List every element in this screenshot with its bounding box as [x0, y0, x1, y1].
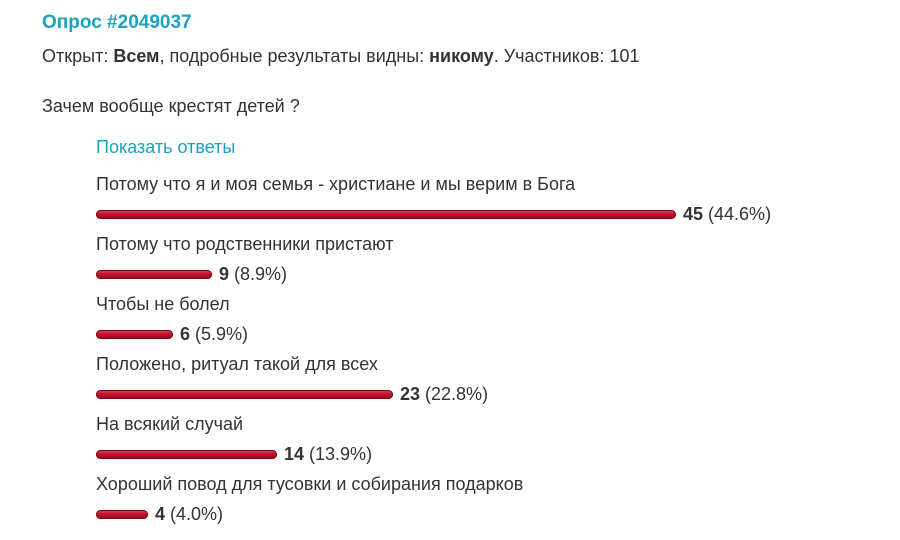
answer-label: Чтобы не болел — [96, 294, 230, 314]
answer-percent: (44.6%) — [708, 203, 772, 224]
answer-bar — [96, 329, 173, 339]
answer-result-row: 23 (22.8%) — [96, 382, 488, 406]
answer-count: 4 — [155, 503, 166, 524]
answer-item: На всякий случай 14 (13.9%) — [96, 412, 876, 472]
answer-count: 23 — [400, 383, 421, 404]
answer-label: Положено, ритуал такой для всех — [96, 354, 378, 374]
answer-count: 6 — [180, 323, 191, 344]
answer-bar — [96, 449, 277, 459]
results-label: , подробные результаты видны: — [159, 46, 425, 66]
poll-title[interactable]: Опрос #2049037 — [42, 12, 192, 33]
answer-item: Положено, ритуал такой для всех 23 (22.8… — [96, 352, 876, 412]
answer-percent: (22.8%) — [425, 383, 489, 404]
answer-percent: (13.9%) — [309, 443, 373, 464]
participants-label: . Участников: — [493, 46, 605, 66]
answer-percent: (5.9%) — [195, 323, 249, 344]
answer-result-row: 6 (5.9%) — [96, 322, 248, 346]
answer-result-row: 14 (13.9%) — [96, 442, 372, 466]
answers-list: Потому что я и моя семья - христиане и м… — [96, 172, 876, 532]
answer-item: Потому что родственники пристают 9 (8.9%… — [96, 232, 876, 292]
answer-item: Потому что я и моя семья - христиане и м… — [96, 172, 876, 232]
answer-label: На всякий случай — [96, 414, 244, 434]
answer-result-row: 4 (4.0%) — [96, 502, 223, 526]
open-value: Всем — [113, 46, 160, 66]
answer-bar — [96, 269, 212, 279]
poll-question: Зачем вообще крестят детей ? — [42, 96, 300, 116]
results-value: никому — [429, 46, 494, 66]
answer-item: Хороший повод для тусовки и собирания по… — [96, 472, 876, 532]
participants-count: 101 — [609, 46, 640, 66]
answer-count: 14 — [284, 443, 305, 464]
answer-percent: (4.0%) — [170, 503, 224, 524]
answer-item: Чтобы не болел 6 (5.9%) — [96, 292, 876, 352]
answer-label: Хороший повод для тусовки и собирания по… — [96, 474, 524, 494]
poll-meta: Открыт: Всем, подробные результаты видны… — [42, 43, 640, 69]
answer-label: Потому что родственники пристают — [96, 234, 394, 254]
answer-result-row: 45 (44.6%) — [96, 202, 771, 226]
answer-count: 45 — [683, 203, 704, 224]
open-label: Открыт: — [42, 46, 109, 66]
answer-percent: (8.9%) — [234, 263, 288, 284]
answer-result-row: 9 (8.9%) — [96, 262, 287, 286]
answer-label: Потому что я и моя семья - христиане и м… — [96, 174, 576, 194]
answer-bar — [96, 509, 148, 519]
answer-count: 9 — [219, 263, 230, 284]
show-answers-link[interactable]: Показать ответы — [96, 137, 236, 157]
answer-bar — [96, 209, 676, 219]
answer-bar — [96, 389, 393, 399]
